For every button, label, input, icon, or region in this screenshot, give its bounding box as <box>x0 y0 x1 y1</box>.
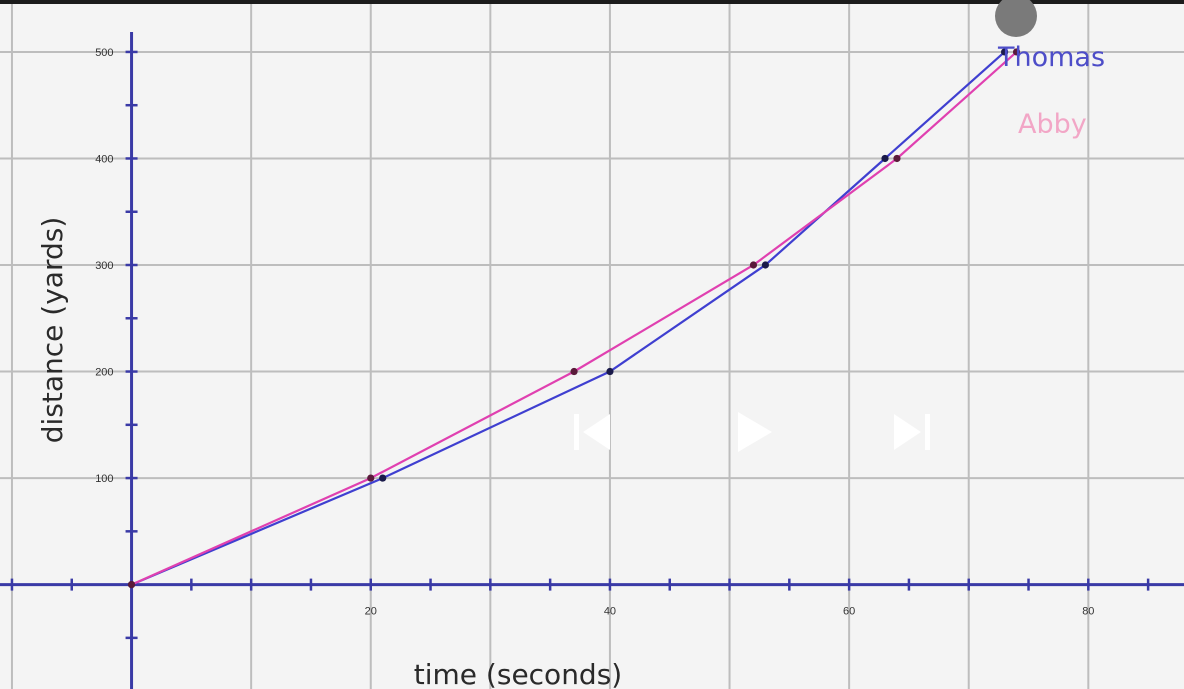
play-button[interactable] <box>722 400 786 464</box>
grid <box>0 4 1184 689</box>
series-line-abby <box>131 51 1018 586</box>
data-point-thomas <box>881 154 889 163</box>
data-point-abby <box>1012 48 1021 56</box>
y-tick-label: 100 <box>95 473 113 485</box>
data-point-thomas <box>1001 48 1009 56</box>
series <box>127 48 1021 589</box>
data-point-abby <box>127 580 136 589</box>
data-point-abby <box>749 261 758 269</box>
skip-forward-icon <box>894 414 930 450</box>
data-point-abby <box>367 474 375 482</box>
y-tick-label: 300 <box>95 260 113 272</box>
labels: 20 40 60 80 100 200 300 400 500 <box>95 47 1094 618</box>
data-point-thomas <box>606 367 614 376</box>
series-line-thomas <box>131 51 1006 586</box>
skip-back-icon <box>574 414 610 450</box>
legend-thomas: Thomas <box>997 42 1105 73</box>
data-point-abby <box>893 154 901 163</box>
x-tick-label: 60 <box>843 606 855 618</box>
plot-area <box>0 4 1184 689</box>
y-axis-label: distance (yards) <box>36 217 69 444</box>
y-tick-label: 400 <box>95 153 113 165</box>
y-tick-label: 500 <box>95 47 113 59</box>
x-tick-label: 40 <box>604 606 616 618</box>
data-point-thomas <box>379 474 387 482</box>
cursor-dot <box>995 0 1037 37</box>
data-point-abby <box>570 367 578 376</box>
x-tick-label: 80 <box>1082 606 1094 618</box>
play-icon <box>738 412 772 452</box>
x-axis-label: time (seconds) <box>414 658 622 689</box>
x-tick-label: 20 <box>365 606 377 618</box>
data-point-thomas <box>761 261 770 269</box>
skip-forward-button[interactable] <box>880 400 944 464</box>
legend-abby: Abby <box>1018 109 1087 140</box>
axes <box>0 32 1184 689</box>
y-tick-label: 200 <box>95 367 113 379</box>
skip-back-button[interactable] <box>560 400 624 464</box>
